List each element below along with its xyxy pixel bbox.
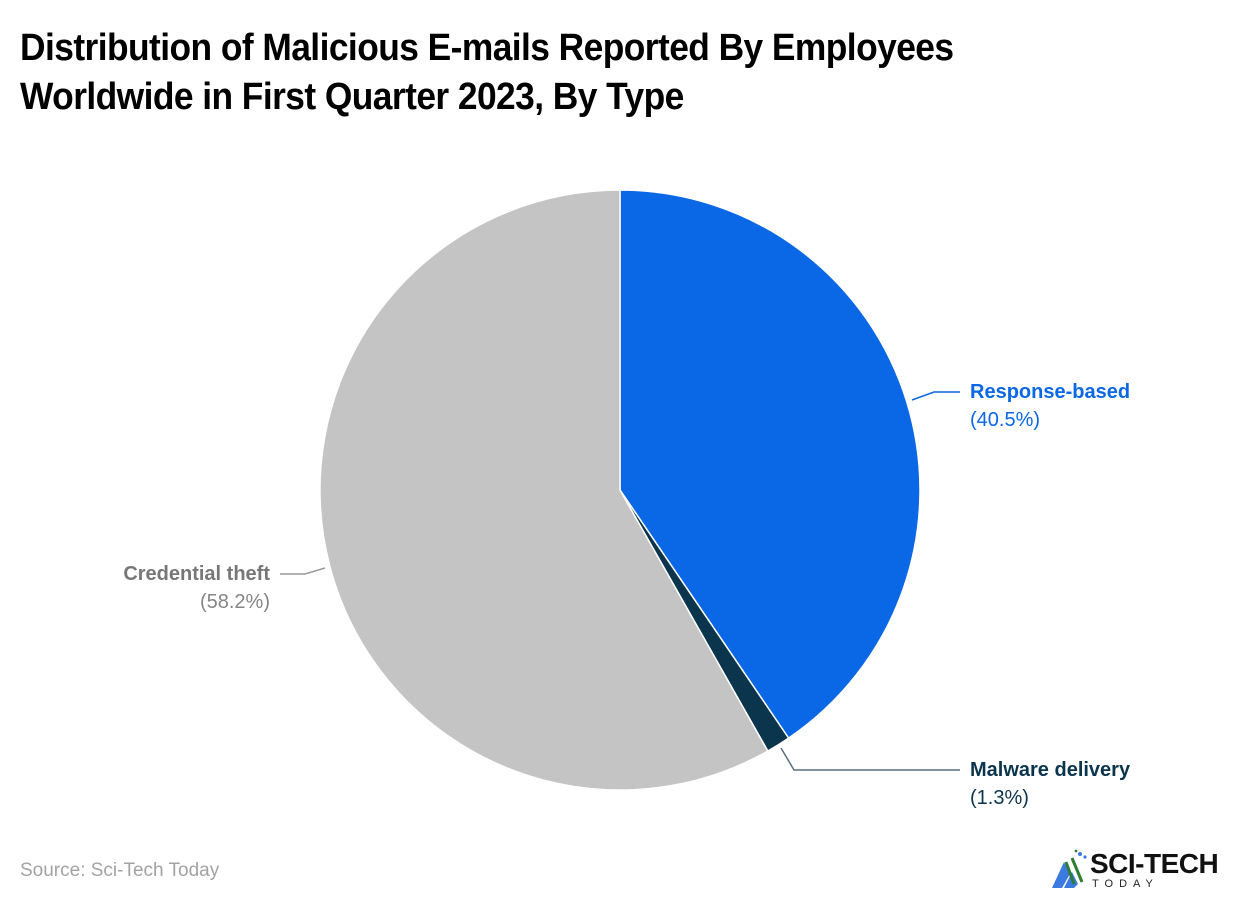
slice-response-based (619, 189, 921, 740)
logo-text-sub: TODAY (1092, 878, 1159, 890)
label-response-based: Response-based (40.5%) (970, 378, 1130, 434)
leader-line-malware (780, 747, 960, 771)
label-malware-delivery-value: (1.3%) (970, 787, 1029, 809)
sci-tech-today-logo: SCI-TECH TODAY (1050, 848, 1225, 892)
leader-line-credential (280, 567, 326, 575)
leader-line-response (911, 391, 960, 401)
source-note: Source: Sci-Tech Today (20, 860, 220, 881)
slice-credential-theft (319, 189, 769, 791)
logo-text-main: SCI-TECH (1090, 848, 1219, 879)
label-credential-theft-name: Credential theft (123, 563, 270, 585)
logo-mark-icon (1052, 849, 1087, 888)
chart-title-line-1: Distribution of Malicious E-mails Report… (20, 27, 954, 69)
pie-slices (319, 189, 921, 791)
label-credential-theft: Credential theft (58.2%) (60, 560, 270, 616)
label-response-based-name: Response-based (970, 381, 1131, 403)
label-malware-delivery: Malware delivery (1.3%) (970, 756, 1130, 812)
label-response-based-value: (40.5%) (970, 409, 1041, 431)
label-credential-theft-value: (58.2%) (199, 591, 270, 613)
chart-title: Distribution of Malicious E-mails Report… (20, 24, 1136, 122)
chart-title-line-2: Worldwide in First Quarter 2023, By Type (20, 76, 684, 118)
label-malware-delivery-name: Malware delivery (970, 759, 1131, 781)
